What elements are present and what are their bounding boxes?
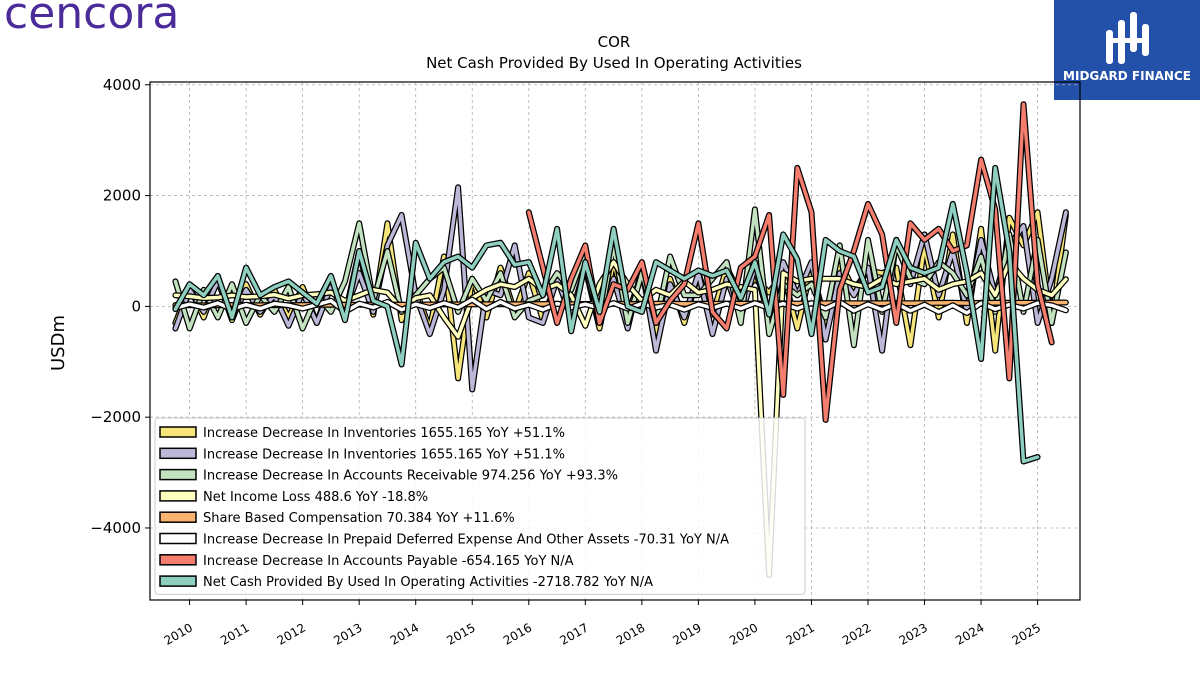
x-tick-label: 2018 [614,620,647,647]
chart-subtitle: Net Cash Provided By Used In Operating A… [426,54,802,72]
x-tick-label: 2012 [275,620,308,647]
y-tick-label: 0 [131,297,141,315]
midgard-finance-badge: MIDGARD FINANCE [1054,0,1200,100]
legend-swatch-3 [159,490,197,502]
legend-label-2: Increase Decrease In Accounts Receivable… [203,469,618,484]
legend-swatch-7 [159,575,197,587]
y-tick-label: −2000 [90,408,141,426]
x-tick-label: 2024 [953,620,986,647]
y-tick-label: 2000 [103,187,141,205]
legend-swatch-0 [159,426,197,438]
x-tick-label: 2021 [784,620,817,647]
series-line-7 [173,166,1040,464]
x-tick-label: 2014 [388,620,421,647]
series-line-6 [527,102,1054,422]
legend-swatch-4 [159,511,197,523]
midgard-logo-icon [1106,12,1149,64]
x-tick-label: 2016 [501,620,534,647]
x-axis-ticks: 2010 2011 2012 2013 2014 2015 2016 2017 2018 2019… [162,600,1043,648]
x-tick-label: 2022 [840,620,873,647]
company-logo: cencora [4,0,180,39]
x-tick-label: 2023 [897,620,930,647]
x-tick-label: 2019 [670,620,703,647]
legend-swatch-5 [159,532,197,545]
series-lines [172,101,1069,579]
y-tick-label: 4000 [103,76,141,94]
chart-title: COR [598,33,631,51]
legend-label-4: Share Based Compensation 70.384 YoY +11.… [203,511,515,526]
legend-swatch-1 [159,447,197,460]
legend-swatch-2 [159,468,197,481]
y-axis-label: USDm [48,315,69,371]
series-line-5 [173,297,1068,315]
y-tick-label: −4000 [90,519,141,537]
y-axis-ticks: −4000 −2000 0 2000 4000 [90,76,150,537]
x-tick-label: 2011 [218,620,251,647]
legend-label-6: Increase Decrease In Accounts Payable -6… [203,554,574,569]
x-tick-label: 2025 [1010,620,1043,647]
plot-frame [149,81,1081,601]
x-tick-label: 2015 [444,620,477,647]
legend-swatch-6 [159,554,197,566]
legend: Increase Decrease In Inventories 1655.16… [154,417,806,595]
x-tick-label: 2013 [331,620,364,647]
x-tick-label: 2020 [727,620,760,647]
x-tick-label: 2010 [162,620,195,647]
legend-label-0: Increase Decrease In Inventories 1655.16… [203,426,565,441]
legend-label-5: Increase Decrease In Prepaid Deferred Ex… [203,533,729,548]
legend-label-1: Increase Decrease In Inventories 1655.16… [203,447,565,462]
badge-text: MIDGARD FINANCE [1063,69,1191,83]
legend-box [154,417,806,595]
legend-label-3: Net Income Loss 488.6 YoY -18.8% [203,490,428,505]
x-tick-label: 2017 [557,620,590,647]
legend-label-7: Net Cash Provided By Used In Operating A… [203,575,653,590]
